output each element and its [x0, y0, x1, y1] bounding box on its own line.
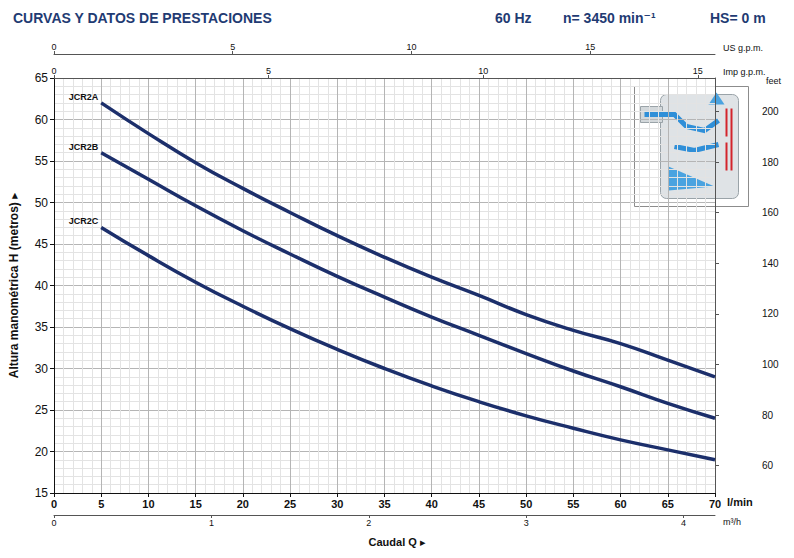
svg-text:120: 120 [762, 308, 779, 319]
svg-text:JCR2B: JCR2B [69, 142, 99, 152]
svg-text:0: 0 [51, 66, 56, 76]
svg-text:5: 5 [230, 42, 235, 52]
svg-text:0: 0 [51, 518, 56, 528]
svg-text:feet: feet [766, 76, 782, 86]
svg-text:Imp g.p.m.: Imp g.p.m. [723, 67, 766, 77]
svg-text:55: 55 [35, 154, 49, 168]
svg-text:5: 5 [98, 498, 104, 510]
svg-text:60: 60 [614, 498, 626, 510]
svg-text:70: 70 [709, 498, 721, 510]
svg-text:JCR2A: JCR2A [69, 92, 99, 102]
svg-text:CURVAS Y DATOS DE PRESTACIONES: CURVAS Y DATOS DE PRESTACIONES [13, 10, 272, 26]
svg-text:60 Hz: 60 Hz [495, 10, 532, 26]
svg-text:US g.p.m.: US g.p.m. [723, 43, 763, 53]
svg-text:20: 20 [237, 498, 249, 510]
svg-text:30: 30 [331, 498, 343, 510]
svg-text:0: 0 [51, 42, 56, 52]
svg-text:3: 3 [524, 518, 529, 528]
svg-text:60: 60 [35, 113, 49, 127]
svg-text:65: 65 [35, 71, 49, 85]
svg-text:35: 35 [378, 498, 390, 510]
svg-text:15: 15 [693, 66, 703, 76]
svg-text:10: 10 [406, 42, 416, 52]
svg-text:n= 3450 min⁻¹: n= 3450 min⁻¹ [563, 10, 656, 26]
svg-text:2: 2 [366, 518, 371, 528]
svg-text:Altura manométrica H (metros): Altura manométrica H (metros) ▸ [7, 193, 21, 378]
svg-text:45: 45 [35, 237, 49, 251]
svg-text:10: 10 [142, 498, 154, 510]
svg-text:0: 0 [51, 498, 57, 510]
svg-text:50: 50 [35, 196, 49, 210]
svg-text:15: 15 [585, 42, 595, 52]
svg-text:140: 140 [762, 258, 779, 269]
svg-text:15: 15 [35, 486, 49, 500]
svg-text:m³/h: m³/h [723, 517, 741, 527]
svg-text:5: 5 [266, 66, 271, 76]
svg-text:JCR2C: JCR2C [69, 216, 99, 226]
svg-text:l/min: l/min [727, 496, 753, 508]
svg-text:4: 4 [681, 518, 686, 528]
svg-text:25: 25 [284, 498, 296, 510]
svg-text:HS= 0 m: HS= 0 m [710, 10, 766, 26]
svg-text:180: 180 [762, 157, 779, 168]
svg-text:200: 200 [762, 106, 779, 117]
svg-text:80: 80 [762, 410, 774, 421]
svg-text:45: 45 [473, 498, 485, 510]
svg-text:20: 20 [35, 445, 49, 459]
svg-text:100: 100 [762, 359, 779, 370]
svg-text:60: 60 [762, 460, 774, 471]
svg-text:25: 25 [35, 403, 49, 417]
svg-text:55: 55 [567, 498, 579, 510]
svg-text:160: 160 [762, 207, 779, 218]
svg-text:65: 65 [662, 498, 674, 510]
svg-text:Caudal Q ▸: Caudal Q ▸ [369, 536, 426, 548]
svg-text:35: 35 [35, 320, 49, 334]
svg-text:40: 40 [35, 279, 49, 293]
svg-text:40: 40 [426, 498, 438, 510]
svg-text:10: 10 [478, 66, 488, 76]
svg-text:50: 50 [520, 498, 532, 510]
svg-text:30: 30 [35, 362, 49, 376]
svg-text:1: 1 [209, 518, 214, 528]
svg-text:15: 15 [190, 498, 202, 510]
